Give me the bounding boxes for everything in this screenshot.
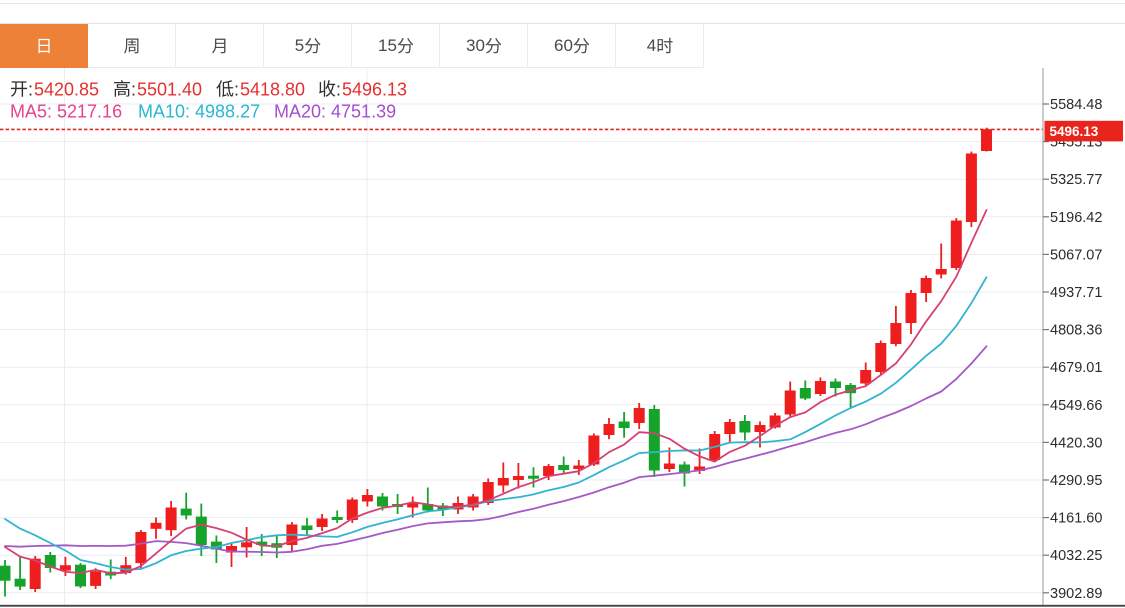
svg-text:30: 30: [466, 36, 485, 55]
svg-text:4161.60: 4161.60: [1050, 511, 1102, 527]
svg-text::: :: [28, 79, 33, 99]
svg-text:5325.77: 5325.77: [1050, 172, 1102, 188]
svg-text::: :: [131, 79, 136, 99]
svg-text::: :: [234, 79, 239, 99]
svg-text:5501.40: 5501.40: [137, 79, 202, 99]
svg-text:60: 60: [554, 36, 573, 55]
svg-text:5496.13: 5496.13: [342, 79, 407, 99]
svg-text:15: 15: [378, 36, 397, 55]
svg-text:4937.71: 4937.71: [1050, 285, 1102, 301]
svg-text:5496.13: 5496.13: [1050, 124, 1099, 139]
svg-text:5196.42: 5196.42: [1050, 210, 1102, 226]
svg-text:5418.80: 5418.80: [240, 79, 305, 99]
svg-text:4679.01: 4679.01: [1050, 360, 1102, 376]
svg-text:MA5: 5217.16: MA5: 5217.16: [10, 102, 122, 122]
svg-text:5067.07: 5067.07: [1050, 247, 1102, 263]
svg-text:4420.30: 4420.30: [1050, 435, 1102, 451]
svg-text::: :: [336, 79, 341, 99]
svg-text:4290.95: 4290.95: [1050, 473, 1102, 489]
svg-text:4549.66: 4549.66: [1050, 398, 1102, 414]
svg-text:4032.25: 4032.25: [1050, 548, 1102, 564]
svg-text:5: 5: [295, 36, 304, 55]
svg-text:MA20: 4751.39: MA20: 4751.39: [274, 102, 396, 122]
svg-text:MA10: 4988.27: MA10: 4988.27: [138, 102, 260, 122]
svg-text:4808.36: 4808.36: [1050, 323, 1102, 339]
svg-text:4: 4: [647, 36, 656, 55]
svg-text:5420.85: 5420.85: [34, 79, 99, 99]
svg-text:5584.48: 5584.48: [1050, 97, 1102, 113]
svg-text:3902.89: 3902.89: [1050, 586, 1102, 602]
